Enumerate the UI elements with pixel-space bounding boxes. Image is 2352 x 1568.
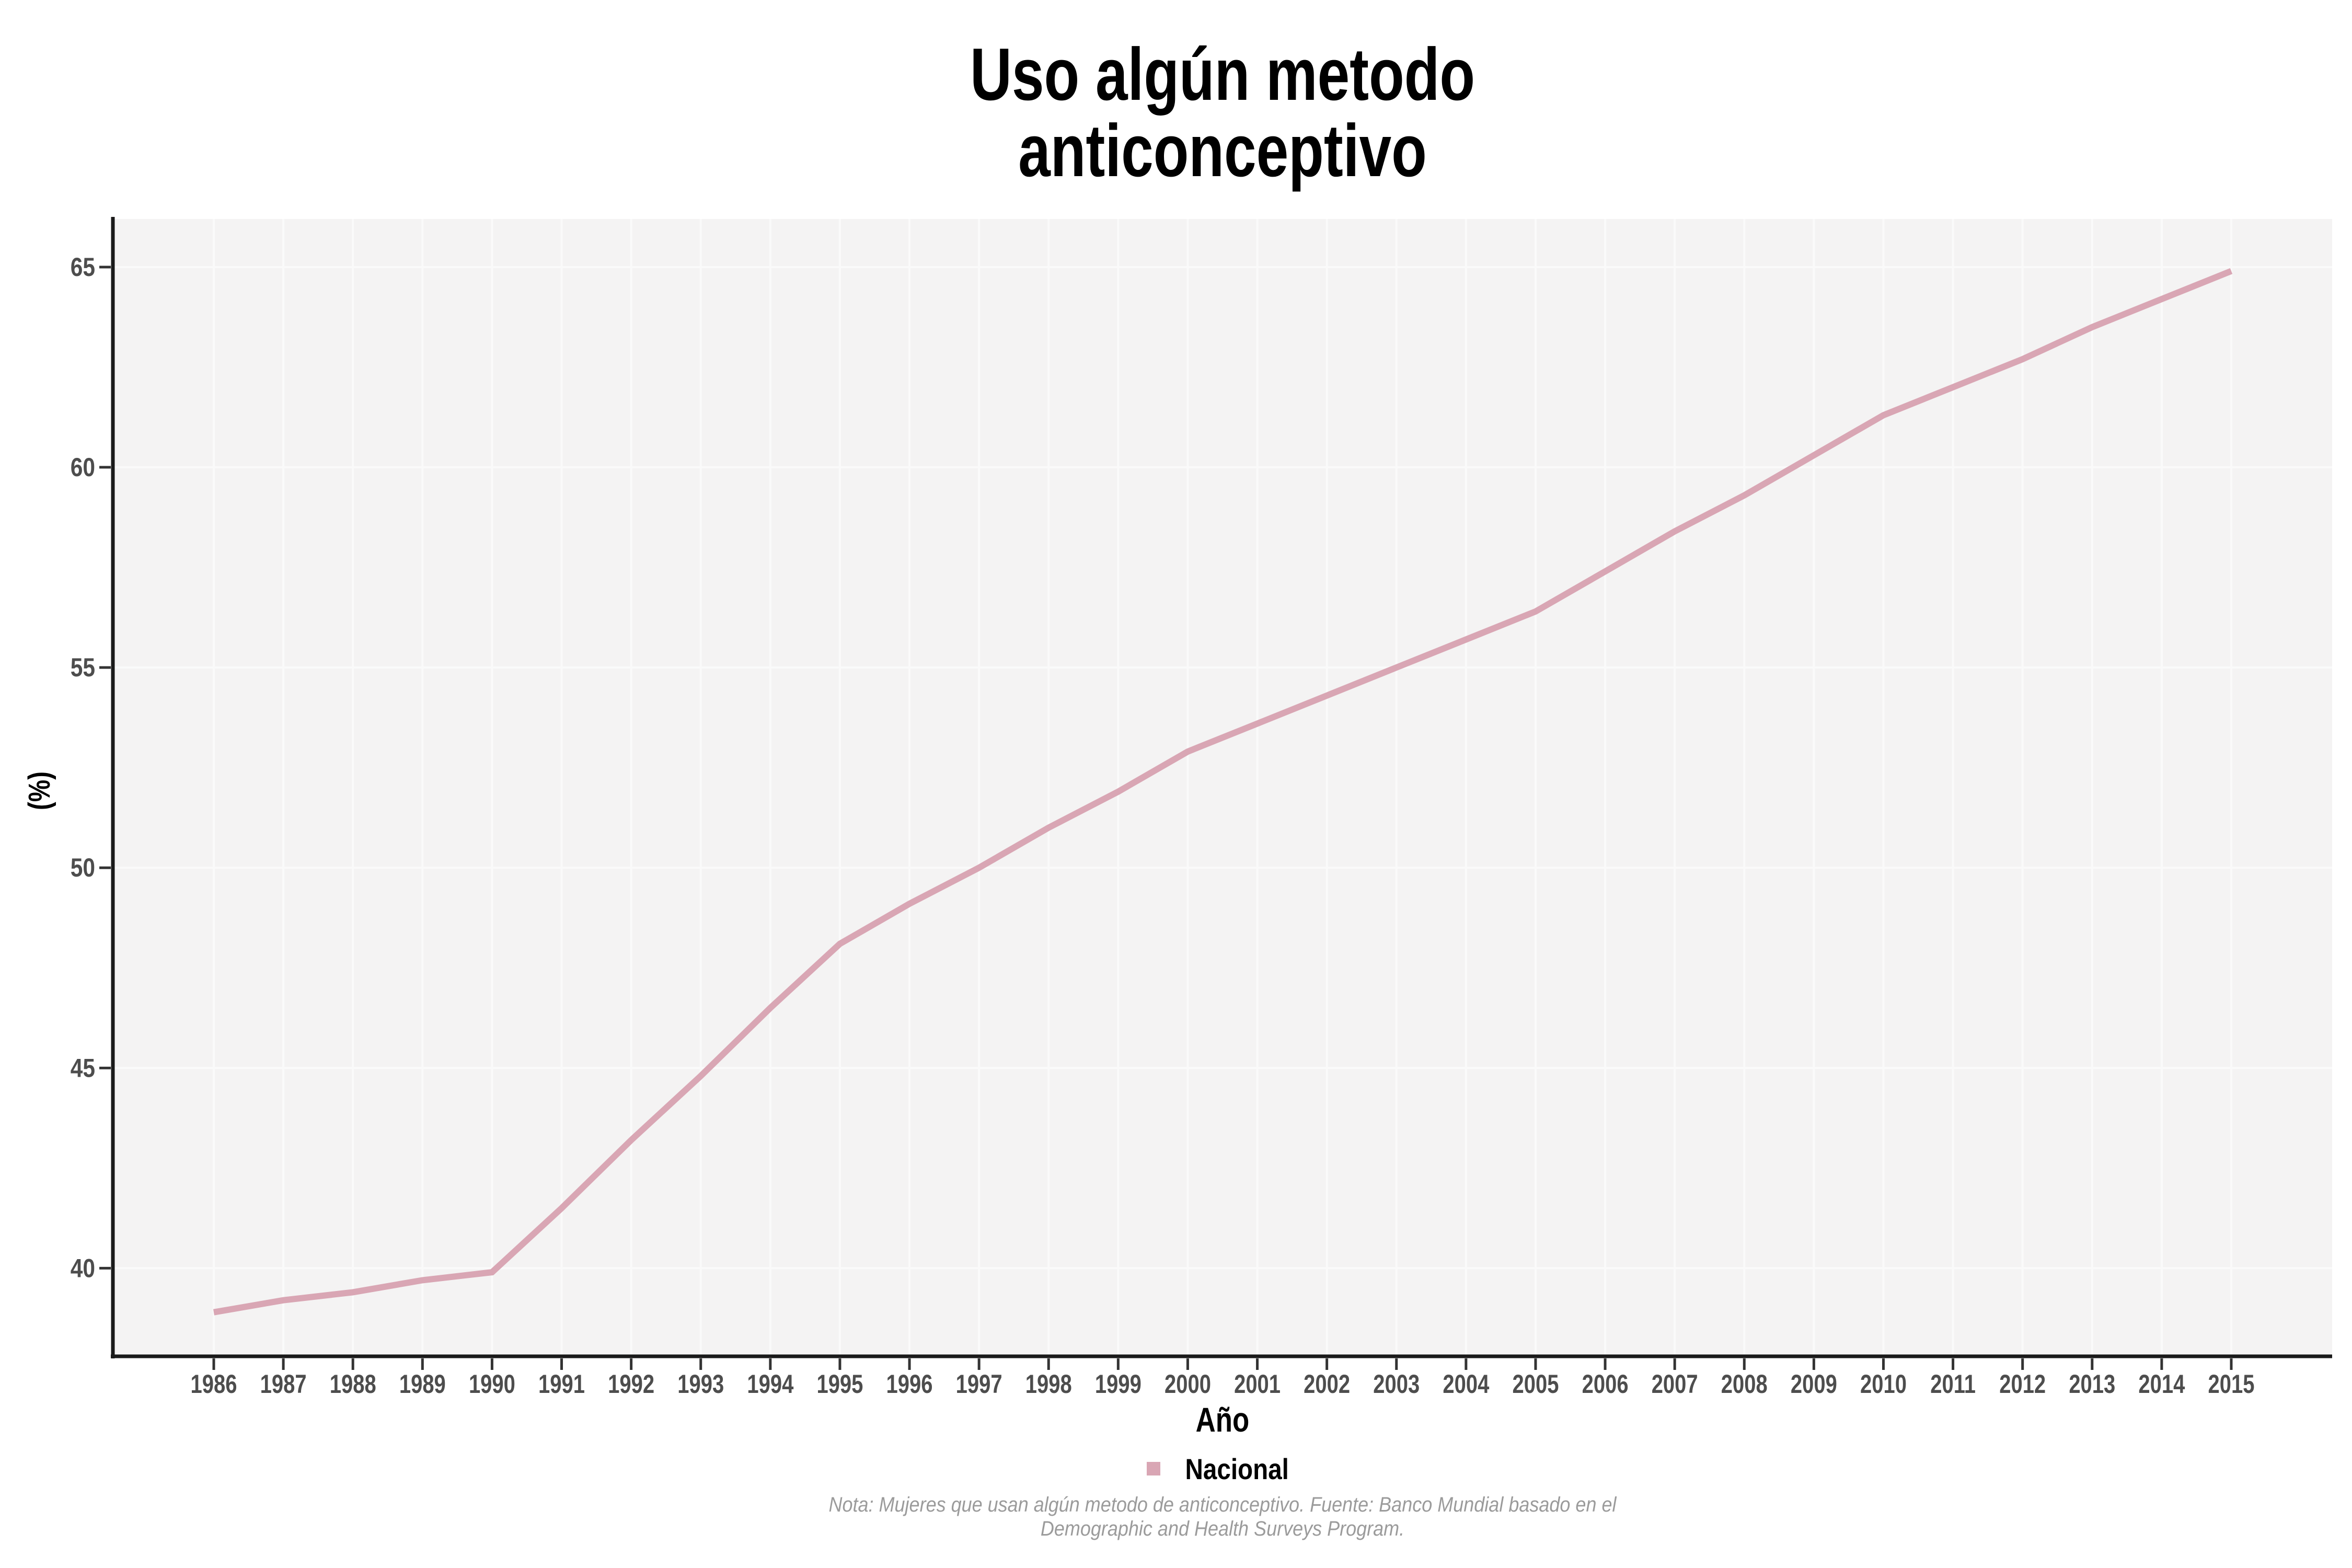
legend-label: Nacional: [1185, 1452, 1289, 1485]
y-tick-label: 50: [71, 853, 95, 882]
panel-background: [113, 219, 2332, 1356]
x-tick-label: 1993: [677, 1369, 724, 1399]
legend: Nacional: [113, 1452, 2332, 1485]
chart-title: Uso algún metodo anticonceptivo: [357, 33, 2088, 193]
x-tick-label: 1990: [469, 1369, 515, 1399]
x-axis-label: Año: [1195, 1400, 1250, 1439]
x-tick-label: 1989: [399, 1369, 446, 1399]
x-tick-label: 1995: [816, 1369, 863, 1399]
footnote: Nota: Mujeres que usan algún metodo de a…: [224, 1493, 2221, 1541]
footnote-line2: Demographic and Health Surveys Program.: [1040, 1517, 1405, 1540]
y-tick-label: 45: [71, 1053, 95, 1082]
x-tick-label: 2010: [1860, 1369, 1907, 1399]
x-tick-label: 2008: [1721, 1369, 1768, 1399]
x-tick-label: 1994: [747, 1369, 793, 1399]
x-tick-label: 2006: [1582, 1369, 1629, 1399]
x-tick-label: 2011: [1930, 1369, 1976, 1399]
x-tick-label: 2012: [1999, 1369, 2046, 1399]
x-tick-label: 1988: [330, 1369, 376, 1399]
x-tick-label: 1997: [956, 1369, 1002, 1399]
y-tick-label: 60: [71, 453, 95, 482]
y-axis-label: (%): [22, 771, 56, 810]
y-tick-label: 55: [71, 653, 95, 682]
x-tick-label: 1987: [260, 1369, 307, 1399]
x-tick-label: 2001: [1234, 1369, 1281, 1399]
x-tick-label: 2004: [1443, 1369, 1489, 1399]
x-tick-label: 1991: [538, 1369, 585, 1399]
x-tick-label: 2007: [1652, 1369, 1698, 1399]
x-tick-label: 1992: [608, 1369, 654, 1399]
y-tick-label: 65: [71, 252, 95, 282]
x-tick-label: 2003: [1373, 1369, 1420, 1399]
chart-title-line2: anticonceptivo: [1018, 109, 1427, 193]
footnote-line1: Nota: Mujeres que usan algún metodo de a…: [828, 1493, 1617, 1516]
x-tick-label: 2014: [2138, 1369, 2185, 1399]
x-tick-label: 2009: [1791, 1369, 1837, 1399]
x-tick-label: 1999: [1095, 1369, 1142, 1399]
legend-key-swatch: [1147, 1462, 1161, 1475]
x-tick-label: 2000: [1165, 1369, 1211, 1399]
y-tick-label: 40: [71, 1253, 95, 1283]
data-line-nacional: [213, 268, 2233, 1316]
x-tick-label: 1996: [886, 1369, 933, 1399]
chart-title-line1: Uso algún metodo: [970, 33, 1475, 116]
x-tick-label: 2005: [1512, 1369, 1559, 1399]
x-tick-label: 1998: [1025, 1369, 1072, 1399]
x-tick-label: 2015: [2208, 1369, 2255, 1399]
x-tick-label: 1986: [191, 1369, 237, 1399]
x-tick-label: 2002: [1304, 1369, 1350, 1399]
x-tick-label: 2013: [2069, 1369, 2115, 1399]
